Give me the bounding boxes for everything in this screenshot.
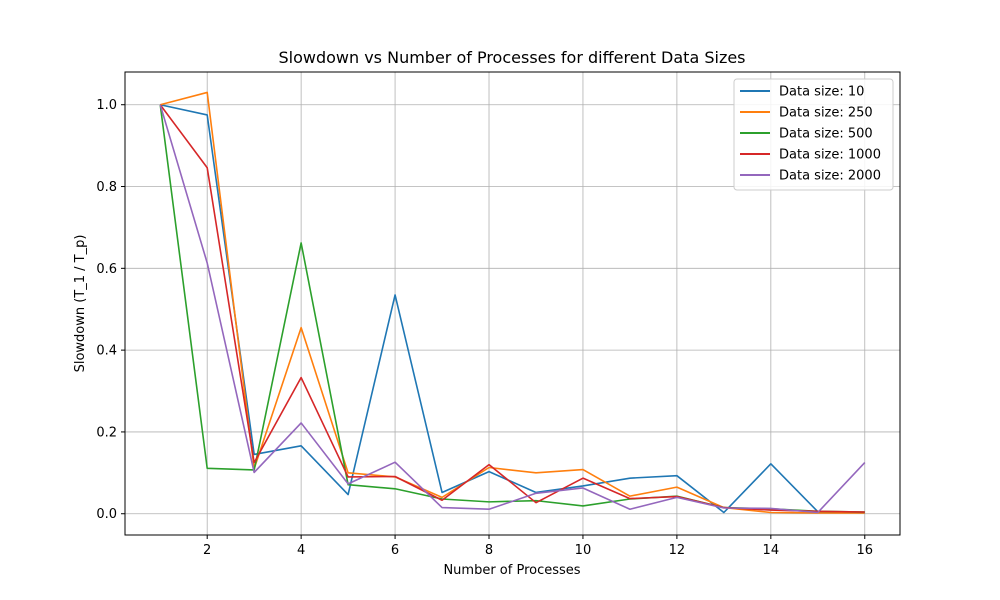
y-tick-label: 0.6 [96, 262, 117, 277]
x-tick-label: 4 [297, 543, 305, 558]
series-line-1 [160, 103, 865, 514]
y-tick-label: 1.0 [96, 98, 117, 113]
x-axis-label: Number of Processes [443, 563, 580, 578]
series-line-2 [160, 91, 865, 514]
y-axis-label: Slowdown (T_1 / T_p) [73, 235, 88, 373]
legend-box [733, 78, 894, 191]
x-tick-label: 14 [763, 543, 780, 558]
x-tick-label: 8 [485, 543, 493, 558]
y-tick-label: 0.0 [96, 507, 117, 522]
y-axis: 0.0 0.2 0.4 0.6 0.8 1.0 [96, 98, 125, 522]
y-tick-label: 0.8 [96, 180, 117, 195]
x-tick-label: 6 [391, 543, 399, 558]
series-line-5 [159, 104, 866, 514]
y-tick-label: 0.4 [96, 344, 117, 359]
legend-label: Data size: 10 [779, 85, 864, 100]
x-tick-label: 16 [856, 543, 873, 558]
x-tick-label: 2 [203, 543, 211, 558]
legend-label: Data size: 2000 [779, 169, 881, 184]
legend-label: Data size: 250 [779, 106, 873, 121]
series-layer [159, 91, 866, 514]
y-tick-label: 0.2 [96, 425, 117, 440]
x-axis: 2 4 6 8 10 12 14 16 [203, 535, 873, 558]
legend-label: Data size: 500 [779, 127, 873, 142]
legend-label: Data size: 1000 [779, 148, 881, 163]
legend: Data size: 10 Data size: 250 Data size: 50… [733, 78, 894, 191]
chart-title: Slowdown vs Number of Processes for diff… [278, 48, 745, 67]
x-tick-label: 12 [669, 543, 686, 558]
plot-frame [124, 71, 901, 536]
x-tick-label: 10 [575, 543, 592, 558]
